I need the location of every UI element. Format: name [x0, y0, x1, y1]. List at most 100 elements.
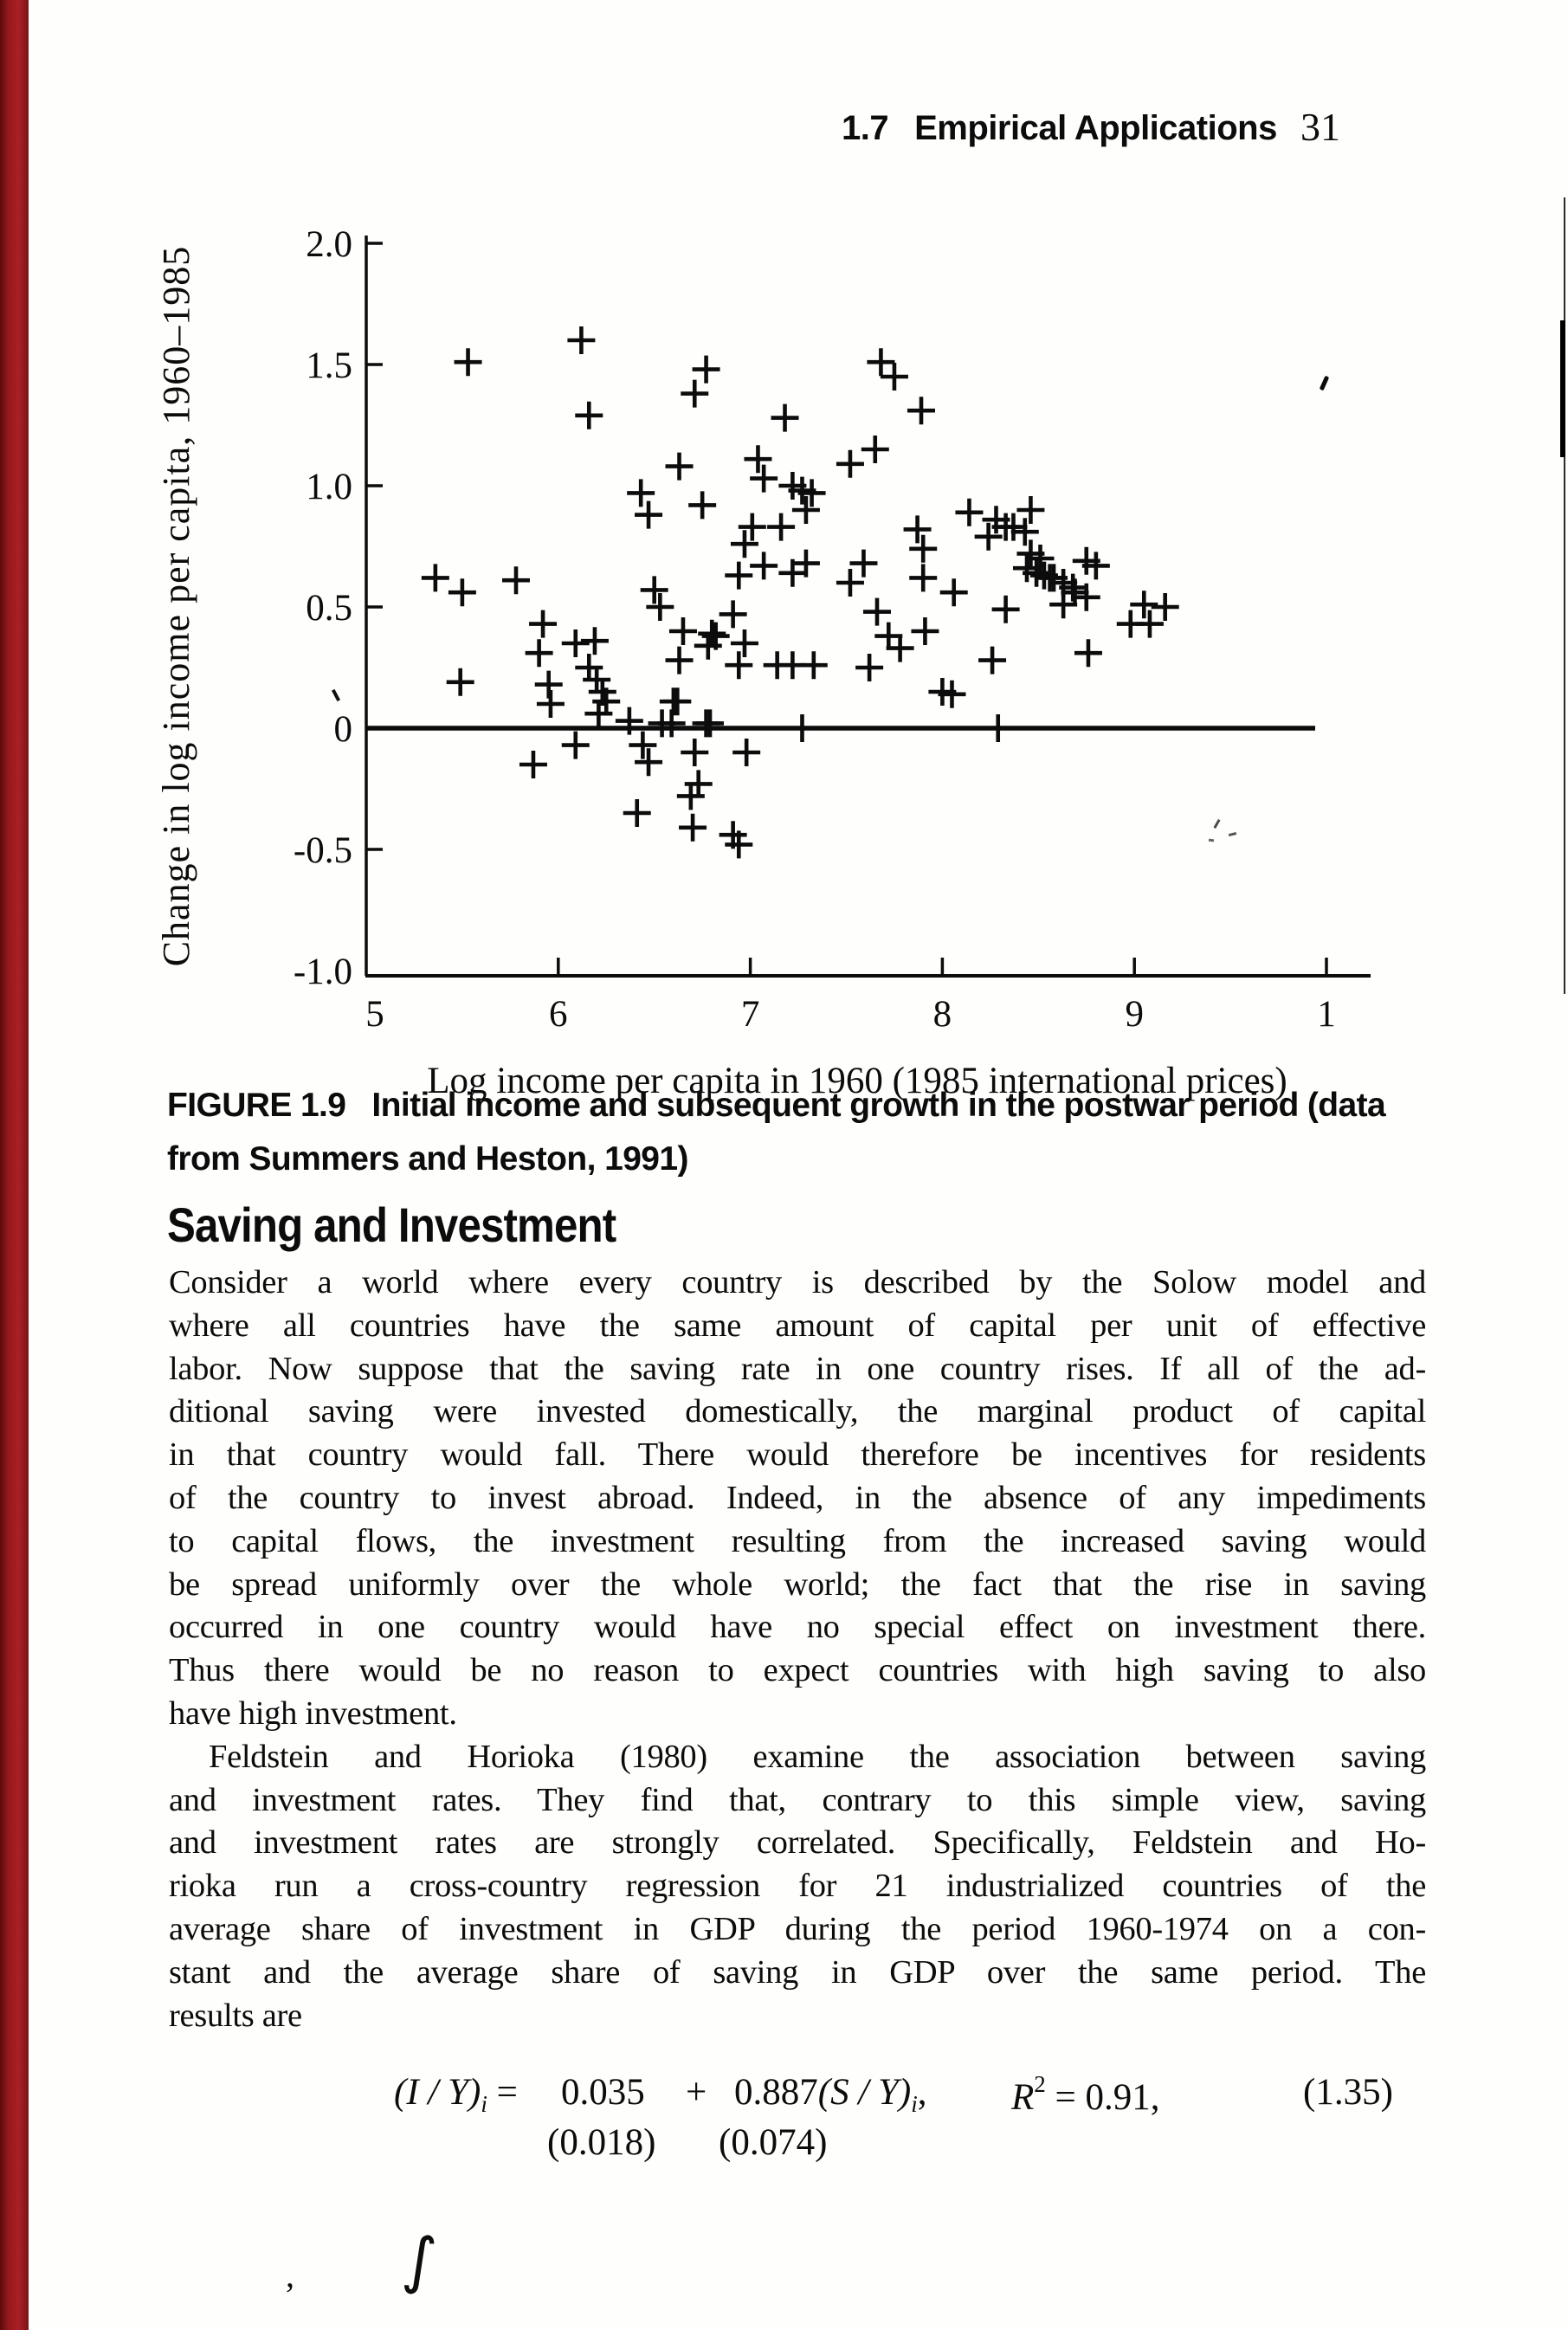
header-title: Empirical Applications: [914, 109, 1277, 147]
scatter-point: [536, 690, 565, 718]
y-tick-label: 2.0: [306, 224, 352, 265]
x-axis-title: Log income per capita in 1960 (1985 inte…: [427, 1061, 1287, 1101]
scan-artifact-pen-swoosh: ∫: [399, 2222, 440, 2298]
x-tick-label: 5: [365, 994, 384, 1035]
scatter-point: [575, 401, 603, 429]
text-line: have high investment.: [169, 1694, 457, 1732]
scatter-point: [955, 498, 984, 526]
scatter-point: [771, 403, 799, 432]
scatter-point: [583, 666, 611, 694]
figure-scatter-chart: 2.0 1.5 1.0 0.5 0 -0.5 -1.0 5 6 7 8 9 1 Log income pe…: [155, 224, 1371, 1101]
scatter-point: [1010, 518, 1039, 546]
text-line: in that country would fall. There would …: [169, 1436, 1426, 1474]
text-line: of the country to invest abroad. Indeed,…: [169, 1479, 1426, 1516]
text-line: where all countries have the same amount…: [169, 1307, 1426, 1344]
scatter-point: [855, 654, 884, 681]
running-header: 1.7 Empirical Applications: [842, 109, 1277, 148]
scan-artifact-page-edge-line: [1560, 320, 1565, 457]
scatter-point: [567, 326, 596, 354]
scatter-point: [738, 513, 766, 541]
scatter-point: [635, 748, 663, 777]
text-line: and investment rates. They find that, co…: [169, 1781, 1426, 1818]
scatter-point: [663, 687, 692, 716]
text-line: to capital flows, the investment resulti…: [169, 1522, 1426, 1559]
text-line: Thus there would be no reason to expect …: [169, 1652, 1426, 1689]
scatter-point: [1016, 496, 1045, 524]
scatter-point: [886, 634, 914, 662]
y-tick-label: 1.0: [306, 467, 352, 507]
text-line: average share of investment in GDP durin…: [169, 1910, 1426, 1947]
scatter-point: [791, 549, 820, 578]
scatter-point: [640, 576, 668, 604]
page-edge-red-strip: [0, 0, 29, 2330]
x-tick-label: 1: [1317, 994, 1336, 1035]
y-tick-label: 0: [334, 709, 353, 750]
text-line: rioka run a cross-country regression for…: [169, 1868, 1426, 1905]
equation-number: (1.35): [1303, 2072, 1393, 2113]
text-line: results are: [169, 1997, 302, 2034]
scatter-point: [984, 714, 1012, 742]
text-line: ditional saving were invested domestical…: [169, 1393, 1426, 1430]
scatter-point: [939, 578, 968, 607]
figure-caption-label: FIGURE 1.9: [167, 1087, 346, 1124]
scatter-point: [646, 593, 674, 621]
x-tick-label: 9: [1125, 994, 1144, 1035]
scatter-point: [684, 770, 713, 798]
y-tick-label: -1.0: [294, 952, 352, 992]
scatter-point: [867, 348, 895, 377]
scatter-point: [1130, 591, 1158, 619]
figure-caption-text: Initial income and subsequent growth in …: [371, 1087, 1386, 1124]
text-line: labor. Now suppose that the saving rate …: [169, 1350, 1426, 1387]
scatter-point: [861, 436, 889, 463]
scatter-point: [696, 709, 725, 738]
figure-caption: FIGURE 1.9 Initial income and subsequent …: [167, 1079, 1431, 1186]
scatter-point: [665, 646, 694, 674]
scatter-point: [849, 549, 878, 578]
scatter-point: [615, 707, 643, 735]
equation-plus-sign: +: [686, 2072, 707, 2113]
scatter-point: [525, 639, 553, 668]
text-line: stant and the average share of saving in…: [169, 1953, 1426, 1991]
scatter-point: [991, 595, 1020, 623]
scatter-point: [1049, 591, 1078, 619]
scatter-point: [725, 561, 753, 590]
scatter-point: [635, 500, 663, 529]
scatter-point: [909, 534, 938, 563]
text-line: Consider a world where every country is …: [169, 1264, 1426, 1301]
scatter-point: [836, 569, 864, 597]
scatter-point: [502, 566, 531, 595]
scatter-point: [575, 654, 603, 681]
scatter-point: [454, 348, 482, 377]
scatter-point: [719, 600, 747, 629]
x-tick-label: 6: [549, 994, 568, 1035]
scan-artifact-pen-comma: ,: [286, 2256, 294, 2295]
scatter-point: [665, 452, 694, 481]
scatter-point: [1135, 610, 1164, 638]
scatter-point: [874, 622, 903, 650]
scatter-point: [688, 491, 717, 520]
scatter-point: [732, 739, 761, 766]
scatter-point: [791, 496, 820, 524]
y-axis-title: Change in log income per capita, 1960–19…: [155, 246, 197, 967]
standard-error-constant: (0.018): [547, 2122, 656, 2163]
equation-r-squared: R2 = 0.91,: [1011, 2071, 1160, 2118]
scatter-point: [681, 739, 709, 766]
scan-artifact-smudge: [1208, 838, 1215, 842]
scatter-point: [1026, 545, 1055, 572]
scatter-point: [679, 813, 707, 842]
scatter-point: [730, 629, 758, 657]
scatter-point: [698, 619, 726, 648]
scatter-point: [797, 479, 826, 507]
scatter-point: [629, 731, 657, 759]
standard-error-slope: (0.074): [719, 2122, 828, 2163]
y-tick-label: 0.5: [306, 588, 352, 629]
scatter-point: [978, 646, 1007, 674]
section-heading: Saving and Investment: [167, 1197, 616, 1252]
scatter-point: [529, 610, 558, 638]
scatter-point: [1081, 552, 1110, 580]
scatter-point: [1061, 578, 1089, 607]
equation-constant: 0.035: [561, 2072, 645, 2113]
y-tick-label: -0.5: [294, 830, 352, 871]
text-line: be spread uniformly over the whole world…: [169, 1565, 1426, 1603]
